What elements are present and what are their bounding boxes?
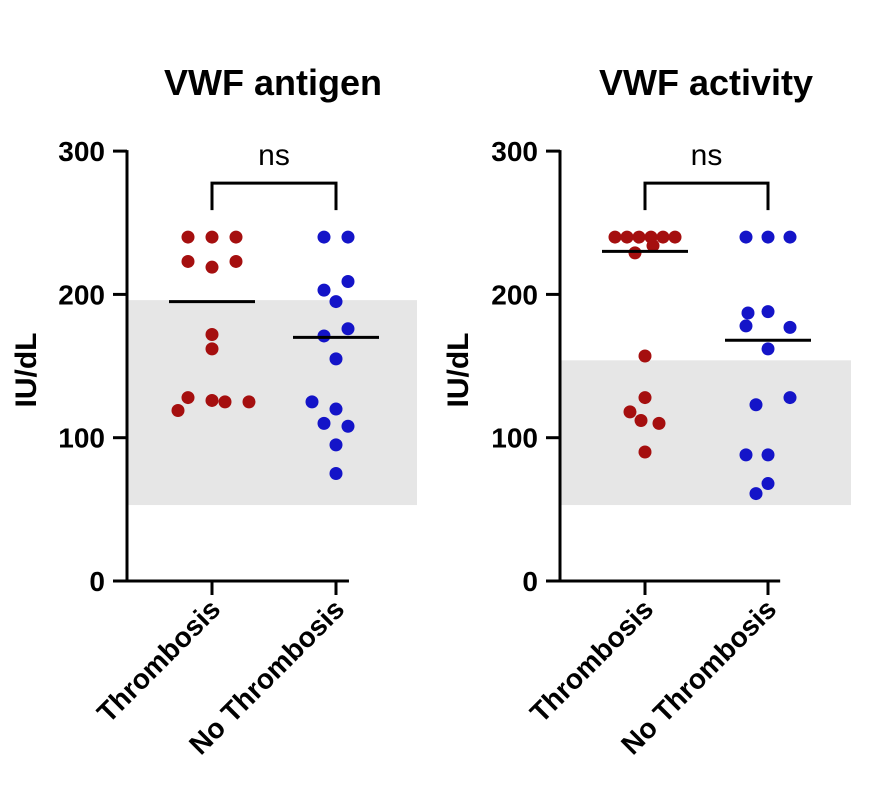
data-point-thrombosis [181, 230, 195, 244]
y-axis-label: IU/dL [442, 333, 475, 408]
data-point-no-thrombosis [739, 448, 753, 462]
data-point-no-thrombosis [739, 230, 753, 244]
y-tick-label: 300 [491, 136, 538, 167]
data-point-thrombosis [656, 230, 670, 244]
y-tick-label: 300 [58, 136, 105, 167]
data-point-no-thrombosis [749, 398, 763, 412]
data-point-no-thrombosis [341, 322, 355, 336]
data-point-thrombosis [638, 445, 652, 459]
reference-band [127, 300, 417, 506]
data-point-no-thrombosis [741, 306, 755, 320]
data-point-thrombosis [242, 395, 256, 409]
x-axis-ticks [643, 581, 770, 595]
significance-label: ns [691, 139, 723, 172]
data-point-thrombosis [229, 254, 243, 268]
panel-vwf-antigen: 0 100 200 300 ns VWF antigen IU/dL Thrombos… [10, 62, 417, 760]
x-axis-ticks [210, 581, 338, 595]
data-point-thrombosis [229, 230, 243, 244]
y-axis-label: IU/dL [10, 333, 43, 408]
data-points [171, 230, 355, 481]
data-point-no-thrombosis [317, 230, 331, 244]
data-point-no-thrombosis [783, 320, 797, 334]
mean-lines [169, 300, 379, 339]
y-tick-label: 100 [491, 423, 538, 454]
data-point-thrombosis [205, 230, 219, 244]
category-label-thrombosis: Thrombosis [524, 593, 659, 728]
data-point-no-thrombosis [761, 230, 775, 244]
data-point-thrombosis [608, 230, 622, 244]
data-point-thrombosis [634, 414, 648, 428]
data-point-no-thrombosis [329, 402, 343, 416]
data-point-thrombosis [668, 230, 682, 244]
data-point-thrombosis [171, 403, 185, 417]
data-point-thrombosis [638, 349, 652, 363]
y-tick-label: 200 [491, 279, 538, 310]
y-tick-label: 100 [58, 423, 105, 454]
data-point-no-thrombosis [739, 319, 753, 333]
panel-vwf-activity: 0 100 200 300 ns VWF activity IU/dL Thrombo… [442, 62, 851, 760]
data-point-thrombosis [205, 393, 219, 407]
data-point-no-thrombosis [749, 487, 763, 501]
data-point-no-thrombosis [761, 305, 775, 319]
data-point-no-thrombosis [761, 477, 775, 491]
data-point-no-thrombosis [761, 342, 775, 356]
mean-lines [602, 249, 811, 342]
data-point-no-thrombosis [329, 352, 343, 366]
data-point-no-thrombosis [317, 416, 331, 430]
y-axis-ticks: 0 100 200 300 [58, 136, 127, 597]
data-point-no-thrombosis [317, 283, 331, 297]
data-point-no-thrombosis [329, 295, 343, 309]
data-point-no-thrombosis [341, 275, 355, 289]
significance-bracket [643, 181, 770, 211]
y-axis-ticks: 0 100 200 300 [491, 136, 560, 597]
data-point-no-thrombosis [329, 467, 343, 481]
data-point-thrombosis [205, 342, 219, 356]
data-point-thrombosis [620, 230, 634, 244]
chart-title: VWF antigen [164, 62, 382, 103]
category-label-thrombosis: Thrombosis [91, 593, 226, 728]
data-point-thrombosis [181, 254, 195, 268]
significance-bracket [210, 181, 338, 211]
data-point-no-thrombosis [305, 395, 319, 409]
data-points [608, 230, 797, 501]
data-point-no-thrombosis [783, 230, 797, 244]
y-tick-label: 200 [58, 279, 105, 310]
data-point-no-thrombosis [783, 391, 797, 405]
data-point-no-thrombosis [341, 230, 355, 244]
significance-label: ns [258, 139, 290, 172]
data-point-thrombosis [646, 239, 660, 253]
data-point-no-thrombosis [341, 419, 355, 433]
data-point-thrombosis [205, 328, 219, 342]
data-point-thrombosis [205, 260, 219, 274]
data-point-thrombosis [632, 230, 646, 244]
data-point-thrombosis [638, 391, 652, 405]
data-point-thrombosis [652, 416, 666, 430]
y-tick-label: 0 [522, 566, 538, 597]
reference-band [560, 360, 851, 506]
data-point-thrombosis [218, 395, 232, 409]
data-point-no-thrombosis [329, 438, 343, 452]
chart-title: VWF activity [599, 62, 813, 103]
data-point-thrombosis [181, 391, 195, 405]
y-tick-label: 0 [89, 566, 105, 597]
data-point-no-thrombosis [761, 448, 775, 462]
data-point-thrombosis [623, 405, 637, 419]
